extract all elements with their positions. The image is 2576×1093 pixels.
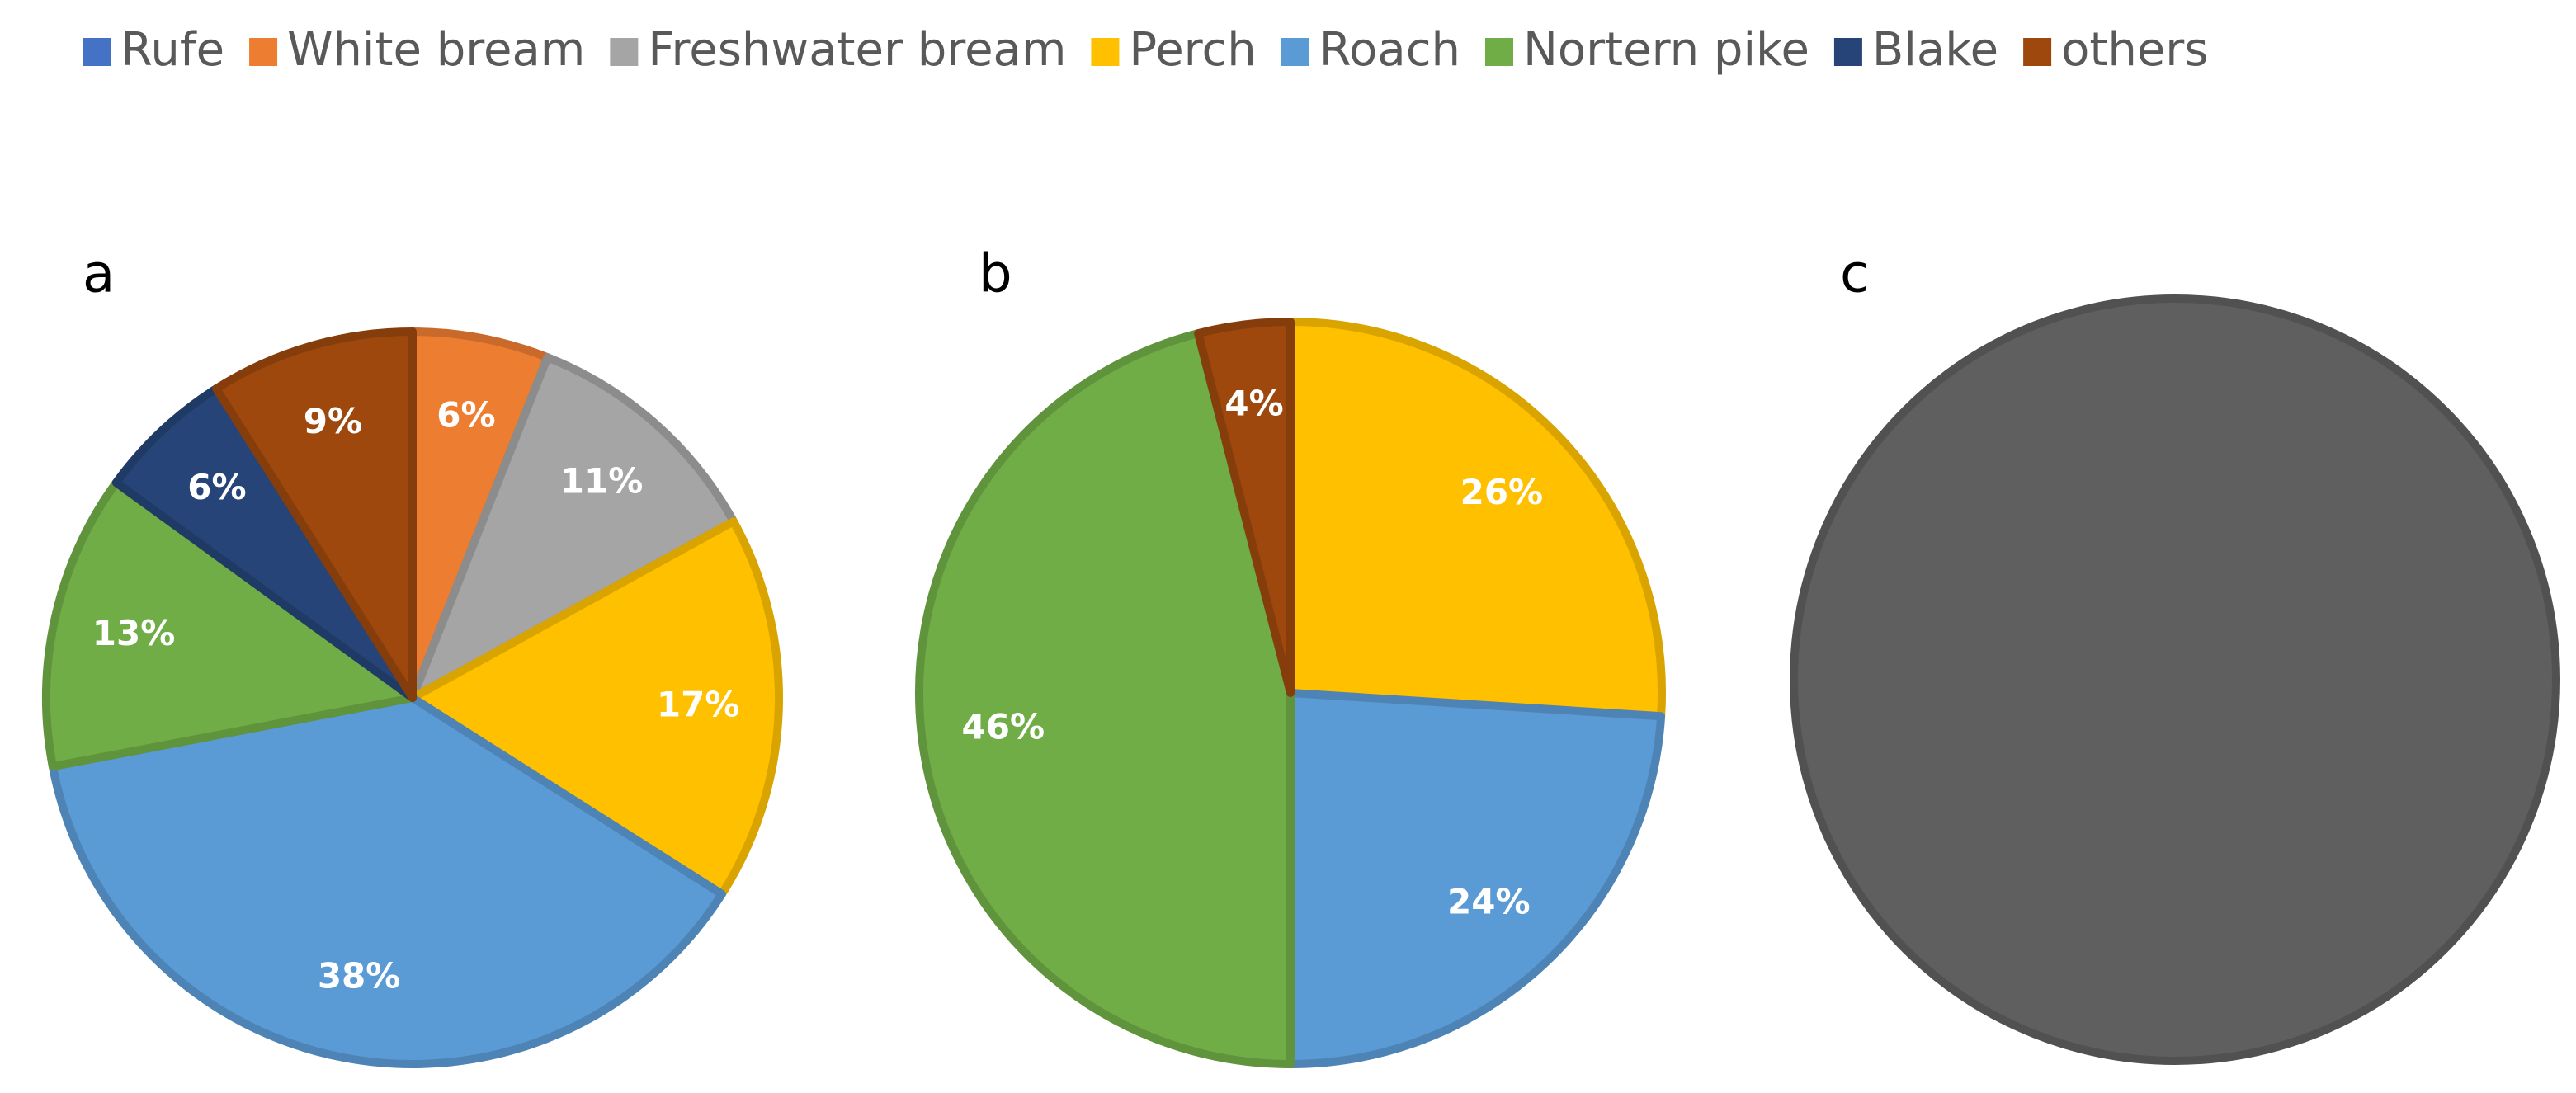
slice-label: 38% xyxy=(318,956,401,996)
legend-label: Rufe xyxy=(120,23,224,77)
pie-slice xyxy=(915,329,1295,1068)
legend-swatch xyxy=(2023,38,2052,66)
legend-label: White bream xyxy=(287,23,585,77)
pie-slice xyxy=(408,517,783,898)
pie-slice xyxy=(408,353,738,702)
legend-swatch xyxy=(249,38,278,66)
legend-swatch xyxy=(83,38,111,66)
panel-title: c xyxy=(1840,244,1869,305)
legend-swatch xyxy=(1485,38,1513,66)
slice-label: 4% xyxy=(1224,383,1283,423)
slice-label: 9% xyxy=(304,401,362,441)
slice-label: 46% xyxy=(962,706,1045,747)
slice-label: 11% xyxy=(560,461,644,502)
legend-label: Freshwater bream xyxy=(648,23,1066,77)
legend-swatch xyxy=(610,38,639,66)
pie-slice xyxy=(212,327,417,702)
pie-slice xyxy=(42,478,417,771)
pie-slice xyxy=(1286,318,1666,721)
slice-label: 24% xyxy=(1447,881,1531,921)
slice-label: 13% xyxy=(92,613,176,653)
legend: Rufe White bream Freshwater bream Perch Roac… xyxy=(83,23,2208,77)
slice-label: 6% xyxy=(436,394,495,435)
pie-slice xyxy=(111,384,417,702)
panel-title: a xyxy=(83,244,115,305)
legend-label: Blake xyxy=(1872,23,1998,77)
legend-swatch xyxy=(1833,38,1862,66)
slice-label: 17% xyxy=(657,684,740,724)
legend-label: Nortern pike xyxy=(1523,23,1809,77)
pie-slice xyxy=(1194,318,1295,697)
legend-swatch xyxy=(1281,38,1309,66)
pie-slice xyxy=(1790,294,2560,1065)
legend-label: others xyxy=(2061,23,2208,77)
legend-label: Roach xyxy=(1319,23,1460,77)
slice-label: 26% xyxy=(1460,472,1544,512)
legend-swatch xyxy=(1091,38,1120,66)
pie-slice xyxy=(48,694,726,1068)
panel-title: b xyxy=(979,244,1012,305)
pie-slice xyxy=(1286,689,1666,1068)
slice-label: 6% xyxy=(187,467,246,507)
legend-label: Perch xyxy=(1129,23,1256,77)
